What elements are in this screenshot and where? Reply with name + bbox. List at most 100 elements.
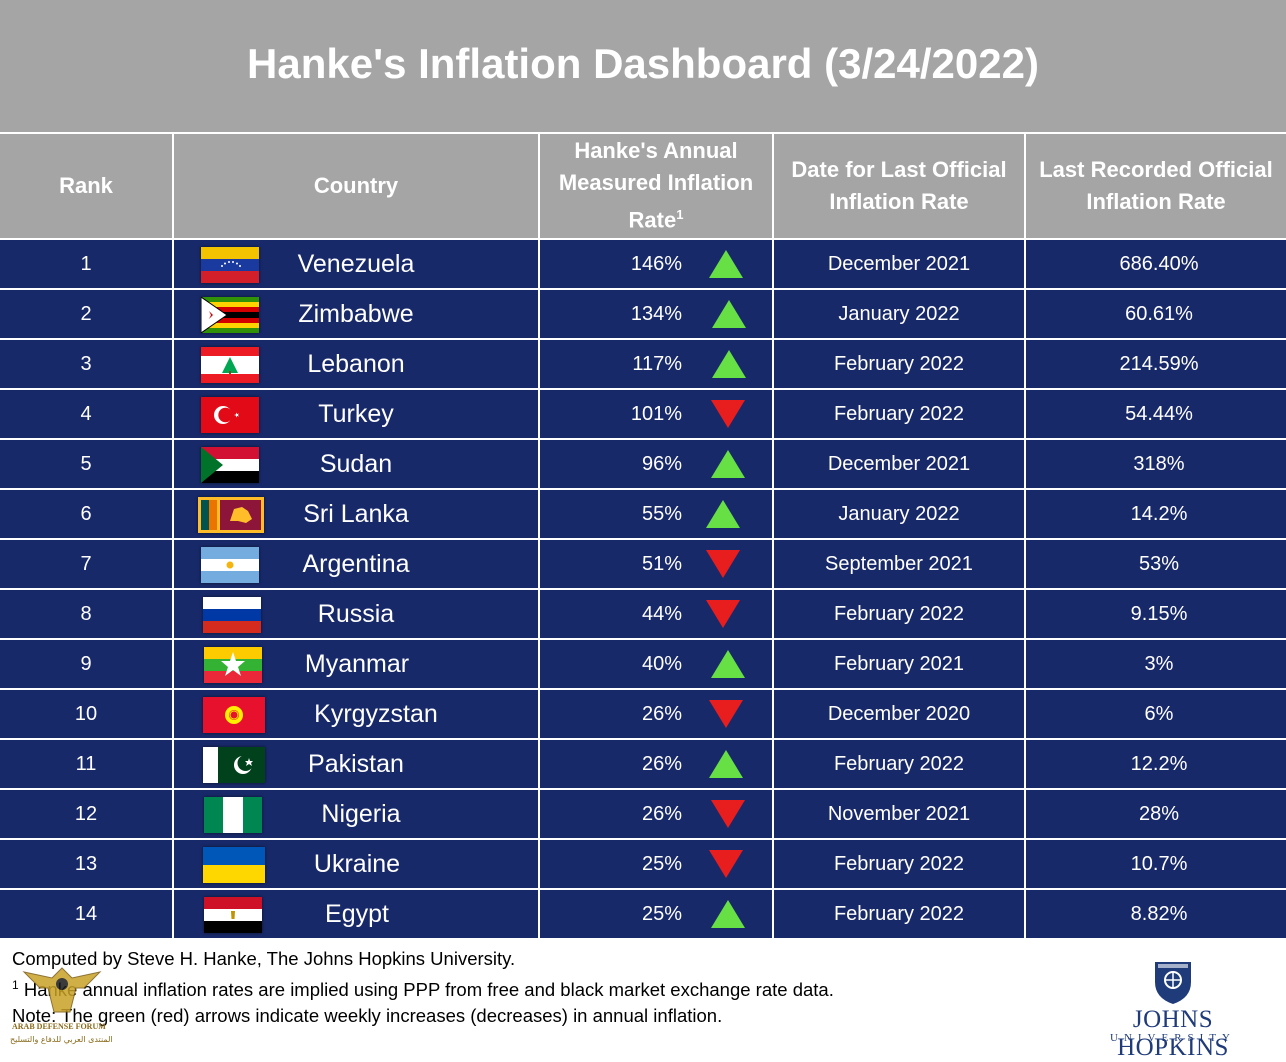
table-row: 11 Pakistan 26% February 2022 12.2% [0, 740, 1286, 788]
table-row: 2 Zimbabwe 134% January 2022 60.61% [0, 290, 1286, 338]
official-rate-cell: 3% [1144, 652, 1174, 675]
hanke-rate-cell: 51% [641, 552, 682, 575]
table-row: 6 Sri Lanka 55% January 2022 14.2% [0, 490, 1286, 538]
ukraine-flag [203, 847, 265, 883]
down-arrow-icon [705, 599, 741, 629]
pakistan-flag [203, 747, 265, 783]
table-row: 13 Ukraine 25% February 2022 10.7% [0, 840, 1286, 888]
up-arrow-icon [710, 649, 746, 679]
table-row: 4 Turkey 101% February 2022 54.44% [0, 390, 1286, 438]
arab-defense-forum-watermark: ARAB DEFENSE FORUM المنتدى العربي للدفاع… [0, 962, 124, 1054]
country-cell: Myanmar [304, 649, 410, 678]
hanke-rate-cell: 26% [641, 802, 682, 825]
date-cell: February 2022 [833, 852, 965, 875]
up-arrow-icon [708, 249, 744, 279]
date-cell: December 2021 [827, 252, 971, 275]
up-arrow-icon [710, 449, 746, 479]
date-cell: January 2022 [838, 502, 960, 525]
hanke-rate-cell: 25% [641, 902, 682, 925]
hanke-rate-cell: 26% [641, 702, 682, 725]
header-date: Date for Last Official Inflation Rate [774, 134, 1024, 238]
country-cell: Sudan [319, 449, 393, 478]
header-hanke-line3: Rate1 [628, 207, 684, 233]
rank-cell: 14 [74, 902, 98, 925]
table-row: 3 Lebanon 117% February 2022 214.59% [0, 340, 1286, 388]
official-rate-cell: 8.82% [1130, 902, 1188, 925]
down-arrow-icon [708, 699, 744, 729]
date-cell: February 2021 [833, 652, 965, 675]
country-cell: Turkey [318, 399, 394, 428]
official-rate-cell: 686.40% [1119, 252, 1199, 275]
official-rate-cell: 28% [1138, 802, 1180, 825]
johns-hopkins-logo: JOHNS HOPKINS UNIVERSITY [1078, 960, 1268, 1061]
official-rate-cell: 14.2% [1130, 502, 1188, 525]
footer-line-2: 1 Hanke annual inflation rates are impli… [12, 978, 834, 1001]
date-cell: February 2022 [833, 752, 965, 775]
header-official-rate: Last Recorded Official Inflation Rate [1026, 134, 1286, 238]
official-rate-cell: 60.61% [1125, 302, 1193, 325]
hanke-rate-cell: 117% [632, 352, 682, 375]
country-cell: Ukraine [313, 849, 401, 878]
hanke-rate-cell: 25% [641, 852, 682, 875]
page-title: Hanke's Inflation Dashboard (3/24/2022) [247, 40, 1039, 87]
rank-cell: 9 [80, 652, 92, 675]
column-divider [772, 132, 774, 940]
hanke-rate-cell: 40% [641, 652, 682, 675]
date-cell: September 2021 [825, 552, 973, 575]
table-row: 8 Russia 44% February 2022 9.15% [0, 590, 1286, 638]
header-divider [0, 238, 1286, 240]
table-row: 12 Nigeria 26% November 2021 28% [0, 790, 1286, 838]
hanke-rate-cell: 26% [641, 752, 682, 775]
venezuela-flag [201, 247, 259, 283]
country-cell: Russia [317, 599, 395, 628]
official-rate-cell: 6% [1144, 702, 1174, 725]
row-divider [0, 688, 1286, 690]
nigeria-flag [204, 797, 262, 833]
date-cell: November 2021 [827, 802, 971, 825]
rank-cell: 3 [80, 352, 92, 375]
egypt-flag [204, 897, 262, 933]
country-cell: Nigeria [321, 799, 401, 828]
title-banner [0, 0, 1286, 132]
column-divider [538, 132, 540, 940]
row-divider [0, 938, 1286, 940]
header-date-line2: Inflation Rate [829, 189, 969, 214]
russia-flag [203, 597, 261, 633]
rank-cell: 7 [80, 552, 92, 575]
up-arrow-icon [708, 749, 744, 779]
date-cell: December 2021 [827, 452, 971, 475]
hanke-rate-cell: 96% [641, 452, 682, 475]
table-row: 14 Egypt 25% February 2022 8.82% [0, 890, 1286, 938]
hanke-rate-cell: 55% [641, 502, 682, 525]
myanmar-flag [204, 647, 262, 683]
row-divider [0, 588, 1286, 590]
official-rate-cell: 10.7% [1130, 852, 1188, 875]
official-rate-cell: 214.59% [1119, 352, 1199, 375]
table-row: 1 Venezuela 146% December 2021 686.40% [0, 240, 1286, 288]
row-divider [0, 538, 1286, 540]
country-cell: Lebanon [307, 349, 405, 378]
row-divider [0, 638, 1286, 640]
row-divider [0, 338, 1286, 340]
rank-cell: 13 [74, 852, 98, 875]
table-row: 9 Myanmar 40% February 2021 3% [0, 640, 1286, 688]
rank-cell: 4 [80, 402, 92, 425]
down-arrow-icon [705, 549, 741, 579]
lebanon-flag [201, 347, 259, 383]
row-divider [0, 438, 1286, 440]
header-hanke-line2: Measured Inflation [558, 170, 754, 196]
table-row: 5 Sudan 96% December 2021 318% [0, 440, 1286, 488]
rank-cell: 8 [80, 602, 92, 625]
header-date-line1: Date for Last Official [791, 157, 1007, 182]
date-cell: January 2022 [838, 302, 960, 325]
date-cell: February 2022 [833, 602, 965, 625]
row-divider [0, 488, 1286, 490]
hanke-rate-cell: 134% [630, 302, 682, 325]
official-rate-cell: 54.44% [1125, 402, 1193, 425]
rank-cell: 1 [80, 252, 92, 275]
footer-notes: Computed by Steve H. Hanke, The Johns Ho… [12, 946, 834, 1029]
down-arrow-icon [710, 799, 746, 829]
official-rate-cell: 318% [1133, 452, 1185, 475]
up-arrow-icon [705, 499, 741, 529]
country-cell: Sri Lanka [303, 499, 409, 528]
